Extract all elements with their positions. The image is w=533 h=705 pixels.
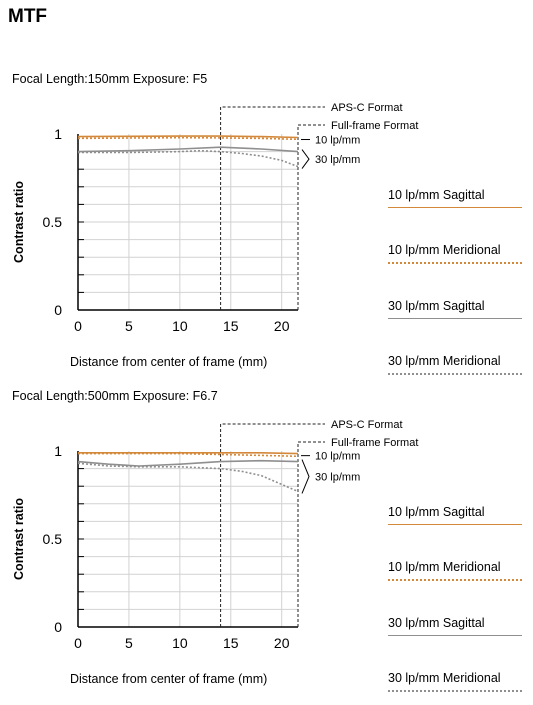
y-tick-label: 0 — [54, 619, 62, 635]
legend-item-10-sagittal: 10 lp/mm Sagittal — [388, 505, 522, 525]
legend-label: 30 lp/mm Sagittal — [388, 616, 485, 630]
x-axis-label: Distance from center of frame (mm) — [70, 672, 267, 686]
apsc-guide-line — [220, 423, 325, 627]
x-tick-label: 5 — [125, 635, 133, 651]
legend-label: 10 lp/mm Meridional — [388, 560, 501, 574]
x-tick-label: 10 — [172, 635, 188, 651]
legend-label: 30 lp/mm Sagittal — [388, 299, 485, 313]
x-tick-label: 20 — [274, 635, 290, 651]
fullframe-guide-line — [297, 124, 325, 310]
lp30-label: 30 lp/mm — [315, 154, 360, 166]
legend-item-10-sagittal: 10 lp/mm Sagittal — [388, 188, 522, 208]
x-tick-label: 0 — [74, 318, 82, 334]
x-tick-label: 20 — [274, 318, 290, 334]
legend-label: 10 lp/mm Meridional — [388, 243, 501, 257]
y-axis-label: Contrast ratio — [12, 181, 26, 263]
legend-item-10-meridional: 10 lp/mm Meridional — [388, 560, 522, 581]
lp10-label: 10 lp/mm — [315, 135, 360, 147]
series-line-4 — [78, 149, 299, 168]
legend-item-10-meridional: 10 lp/mm Meridional — [388, 243, 522, 264]
y-tick-label: 0.5 — [43, 531, 63, 547]
fullframe-format-label: Full-frame Format — [331, 120, 418, 132]
legend-item-30-sagittal: 30 lp/mm Sagittal — [388, 616, 522, 636]
y-tick-label: 0 — [54, 302, 62, 318]
series-line-1 — [78, 452, 299, 455]
series-line-3 — [77, 146, 299, 153]
series-line-1 — [77, 135, 299, 139]
x-tick-label: 15 — [223, 318, 239, 334]
legend-item-30-sagittal: 30 lp/mm Sagittal — [388, 299, 522, 319]
x-axis-label: Distance from center of frame (mm) — [70, 355, 267, 369]
series-line-4 — [77, 462, 299, 493]
apsc-guide-line — [220, 106, 325, 310]
series-line-3 — [77, 459, 299, 467]
lp10-label: 10 lp/mm — [315, 451, 360, 463]
mtf-chart-500mm: 0 5 10 15 20 0 0.5 1 Distance from center of fra… — [12, 419, 418, 686]
chart-1-subtitle: Focal Length:150mm Exposure: F5 — [12, 72, 208, 86]
mtf-chart-150mm: 0 5 10 15 20 0 0.5 1 Distance from center of fra… — [12, 102, 418, 369]
chart-2-subtitle: Focal Length:500mm Exposure: F6.7 — [12, 389, 218, 403]
lp30-bracket — [301, 149, 310, 169]
y-tick-label: 1 — [54, 443, 62, 459]
legend-label: 10 lp/mm Sagittal — [388, 188, 485, 202]
y-axis-label: Contrast ratio — [12, 498, 26, 580]
legend-label: 30 lp/mm Meridional — [388, 354, 501, 368]
x-tick-label: 0 — [74, 635, 82, 651]
legend-label: 10 lp/mm Sagittal — [388, 505, 485, 519]
fullframe-guide-line — [297, 441, 325, 627]
series-line-2 — [77, 136, 299, 141]
x-tick-label: 5 — [125, 318, 133, 334]
apsc-format-label: APS-C Format — [331, 419, 403, 431]
fullframe-format-label: Full-frame Format — [331, 437, 418, 449]
lp30-bracket — [301, 459, 310, 494]
page-title: MTF — [8, 6, 48, 27]
y-tick-label: 0.5 — [43, 214, 63, 230]
lp30-label: 30 lp/mm — [315, 472, 360, 484]
x-tick-label: 10 — [172, 318, 188, 334]
x-tick-label: 15 — [223, 635, 239, 651]
apsc-format-label: APS-C Format — [331, 102, 403, 114]
legend-item-30-meridional: 30 lp/mm Meridional — [388, 354, 522, 375]
legend-label: 30 lp/mm Meridional — [388, 671, 501, 685]
series-line-2 — [78, 452, 299, 458]
y-tick-label: 1 — [54, 126, 62, 142]
legend-item-30-meridional: 30 lp/mm Meridional — [388, 671, 522, 692]
